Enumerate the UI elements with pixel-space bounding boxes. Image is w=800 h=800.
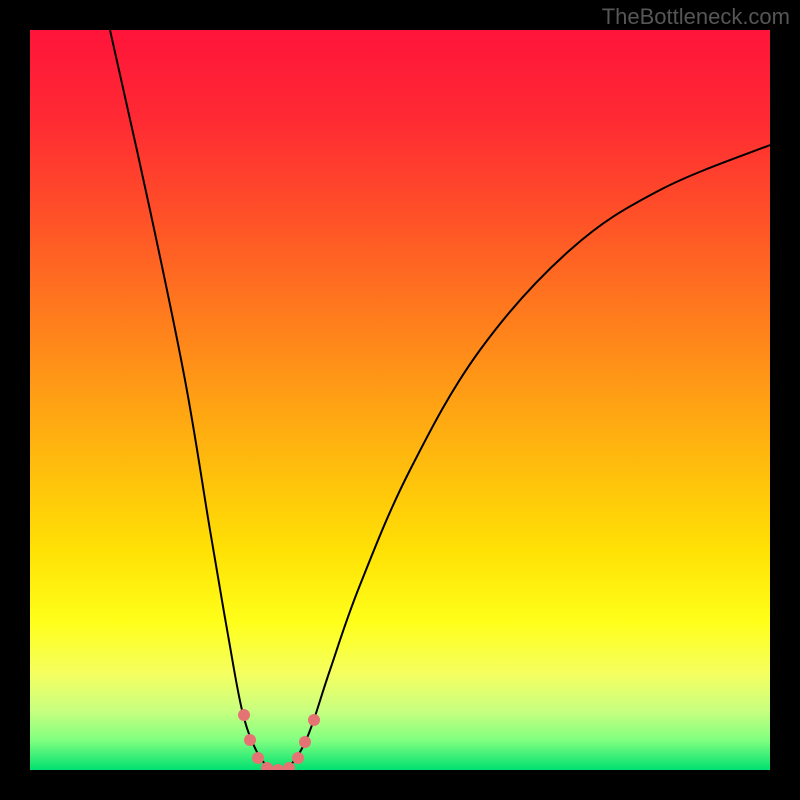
data-marker [244, 734, 256, 746]
data-marker [308, 714, 320, 726]
data-marker [252, 752, 264, 764]
data-marker [299, 736, 311, 748]
plot-area [30, 30, 770, 770]
data-marker [292, 752, 304, 764]
watermark-text: TheBottleneck.com [602, 4, 790, 30]
chart-svg [30, 30, 770, 770]
data-marker [238, 709, 250, 721]
chart-container: TheBottleneck.com [0, 0, 800, 800]
gradient-background [30, 30, 770, 770]
